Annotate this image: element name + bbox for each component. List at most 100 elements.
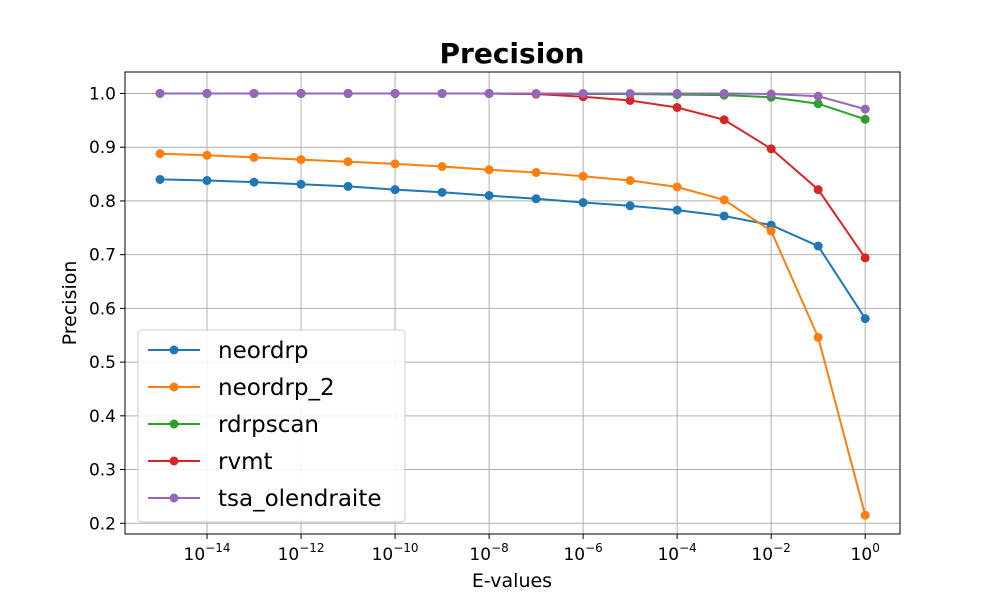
series-neordrp_2 (155, 149, 870, 520)
data-point (484, 165, 494, 175)
series-line (159, 178, 867, 320)
x-tick-label: 10−4 (657, 541, 696, 565)
data-point (719, 211, 729, 221)
data-point (484, 191, 494, 201)
data-point (719, 195, 729, 205)
x-tick-label: 10−6 (563, 541, 602, 565)
y-axis-label: Precision (59, 261, 81, 346)
data-point (672, 102, 682, 112)
y-tick-label: 0.5 (89, 353, 116, 373)
series-neordrp (155, 174, 870, 324)
y-tick-label: 0.8 (89, 192, 116, 212)
data-point (343, 181, 353, 191)
data-point (343, 88, 353, 98)
legend-item: tsa_olendraite (148, 486, 382, 512)
data-point (578, 198, 588, 208)
data-point (343, 157, 353, 167)
data-point (249, 88, 259, 98)
data-point (813, 185, 823, 195)
data-point (719, 115, 729, 125)
x-tick-label: 10−14 (184, 541, 231, 565)
data-point (390, 185, 400, 195)
legend-label: rvmt (218, 449, 273, 475)
data-point (437, 88, 447, 98)
series-line (160, 92, 866, 111)
data-point (249, 152, 259, 162)
y-tick-label: 0.4 (89, 407, 116, 427)
data-point (578, 88, 588, 98)
data-point (625, 176, 635, 186)
data-point (437, 162, 447, 172)
data-point (155, 149, 165, 159)
data-point (766, 226, 776, 236)
data-point (813, 241, 823, 251)
data-point (860, 510, 870, 520)
y-tick-label: 0.7 (89, 246, 116, 266)
data-point (672, 88, 682, 98)
legend-label: rdrpscan (218, 412, 319, 438)
data-point (766, 89, 776, 99)
data-point (813, 332, 823, 342)
x-tick-label: 100 (851, 541, 880, 565)
data-point (766, 144, 776, 154)
legend-item: neordrp (148, 338, 309, 364)
chart-title: Precision (440, 37, 585, 70)
y-tick-label: 0.6 (89, 299, 116, 319)
data-point (672, 205, 682, 215)
legend-item: neordrp_2 (148, 375, 335, 401)
x-axis-label: E-values (472, 570, 552, 592)
data-point (296, 155, 306, 165)
x-tick-label: 10−2 (751, 541, 790, 565)
data-point (296, 179, 306, 189)
y-tick-label: 1.0 (89, 84, 116, 104)
legend-box (137, 329, 406, 523)
data-point (531, 194, 541, 204)
data-point (437, 187, 447, 197)
data-point (296, 88, 306, 98)
x-axis-ticks: 10−14 10−12 10−10 10−8 10−6 10−4 10−2 100 (184, 534, 880, 565)
data-point (484, 88, 494, 98)
data-point (860, 314, 870, 324)
data-point (719, 88, 729, 98)
legend-label: neordrp (218, 338, 309, 364)
series-layer (155, 88, 870, 520)
data-point (813, 99, 823, 109)
legend-marker (169, 345, 179, 355)
y-tick-label: 0.3 (89, 461, 116, 481)
data-point (625, 201, 635, 211)
y-axis-ticks: 0.2 0.3 0.4 0.5 0.6 0.7 0.8 0.9 1.0 (89, 84, 125, 534)
legend-marker (169, 456, 179, 466)
legend-item: rvmt (148, 449, 273, 475)
data-point (155, 88, 165, 98)
data-point (202, 176, 212, 186)
data-point (155, 174, 165, 184)
data-point (249, 177, 259, 187)
legend-marker (169, 493, 179, 503)
y-tick-label: 0.2 (89, 514, 116, 534)
data-point (860, 253, 870, 263)
data-point (531, 167, 541, 177)
legend-label: tsa_olendraite (218, 486, 382, 512)
series-line (159, 152, 867, 516)
legend-marker (169, 382, 179, 392)
data-point (202, 150, 212, 160)
legend-label: neordrp_2 (218, 375, 335, 401)
plot-frame (124, 71, 901, 535)
x-tick-label: 10−8 (469, 541, 508, 565)
data-point (860, 114, 870, 124)
x-tick-label: 10−10 (372, 541, 419, 565)
legend-item: rdrpscan (148, 412, 319, 438)
data-point (625, 95, 635, 105)
series-tsa_olendraite (155, 88, 870, 114)
data-point (813, 91, 823, 101)
data-point (672, 182, 682, 192)
data-point (531, 88, 541, 98)
data-point (625, 88, 635, 98)
legend: neordrp neordrp_2 rdrpscan rvmt tsa_olendrai… (137, 329, 406, 523)
data-point (860, 104, 870, 114)
data-point (390, 88, 400, 98)
data-point (578, 171, 588, 181)
x-tick-label: 10−12 (278, 541, 325, 565)
legend-marker (169, 419, 179, 429)
